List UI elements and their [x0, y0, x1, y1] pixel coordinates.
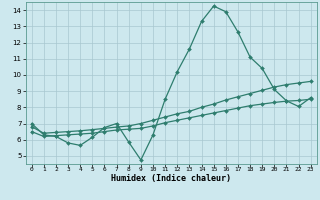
X-axis label: Humidex (Indice chaleur): Humidex (Indice chaleur) — [111, 174, 231, 183]
